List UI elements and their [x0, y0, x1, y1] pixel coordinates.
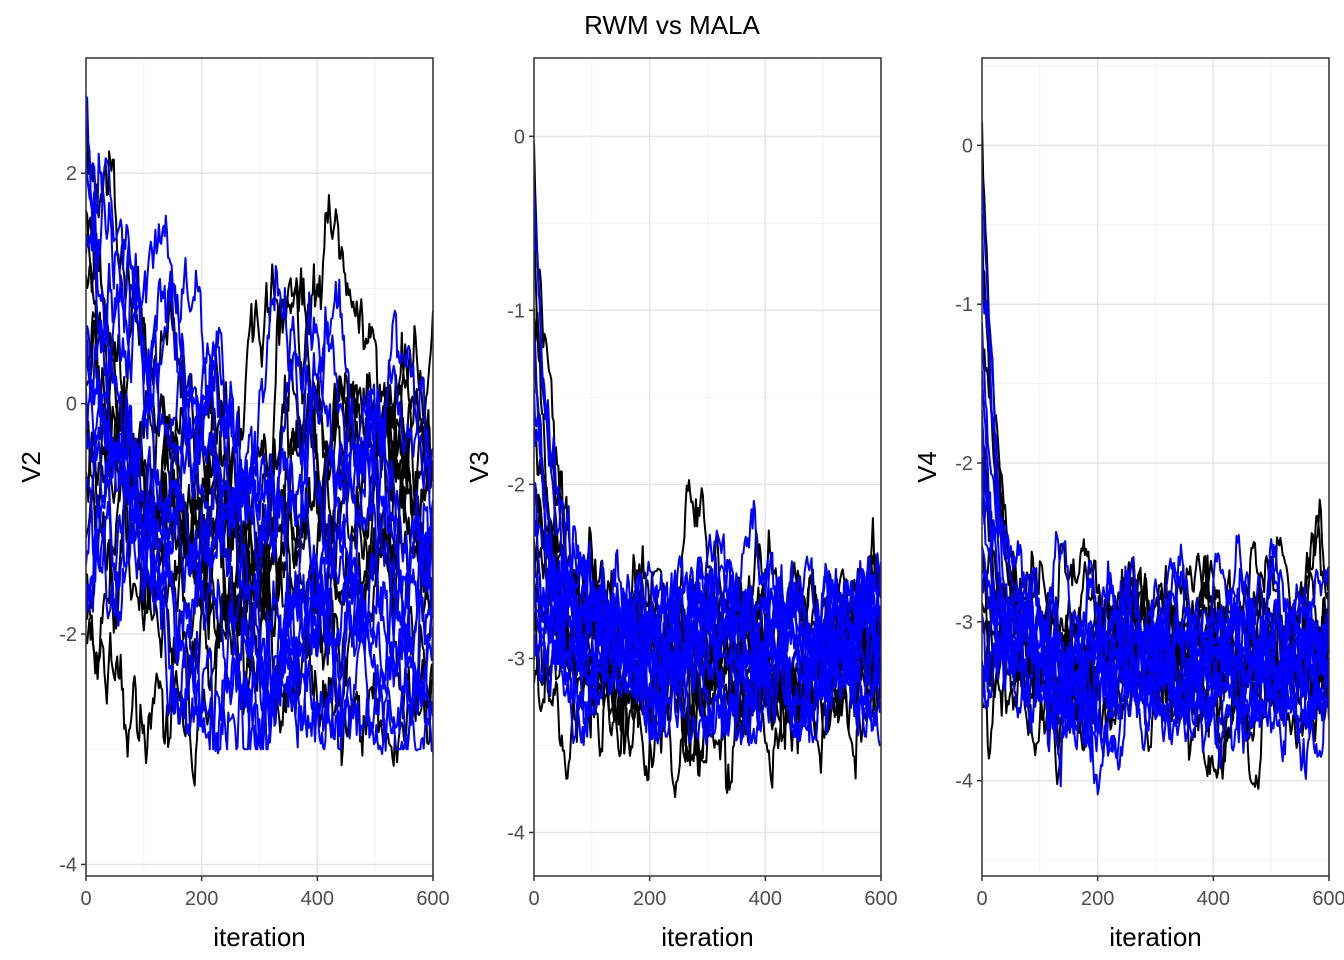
y-axis-title: V4 — [912, 451, 942, 483]
y-tick-label: 2 — [66, 163, 77, 185]
x-tick-label: 200 — [1081, 888, 1114, 910]
panel-border — [533, 57, 882, 877]
mala-chain-trace — [86, 270, 433, 753]
x-axis-title: iteration — [1109, 922, 1202, 952]
mala-chain-trace — [982, 552, 1329, 743]
y-tick-label: -3 — [507, 648, 525, 670]
x-axis-title: iteration — [213, 922, 306, 952]
x-axis-title: iteration — [661, 922, 754, 952]
panel-v2: -4 -2 0 2 0 200 400 600 iteration V2 — [16, 57, 450, 952]
figure-title: RWM vs MALA — [584, 10, 760, 40]
x-tick-label: 200 — [633, 888, 666, 910]
mala-chain-trace — [86, 176, 433, 588]
y-tick-label: -2 — [59, 624, 77, 646]
x-tick-label: 600 — [1312, 888, 1344, 910]
x-tick-label: 600 — [864, 888, 897, 910]
panel-v4: -4 -3 -2 -1 0 0 200 400 600 iteration V4 — [912, 57, 1344, 952]
x-tick-label: 0 — [80, 888, 91, 910]
rwm-chain-trace — [86, 194, 433, 706]
y-tick-label: -1 — [507, 300, 525, 322]
traces — [982, 121, 1329, 796]
y-axis-title: V3 — [464, 451, 494, 483]
y-tick-label: -4 — [507, 822, 525, 844]
mala-chain-trace — [86, 480, 433, 751]
x-tick-label: 400 — [749, 888, 782, 910]
traces — [534, 142, 881, 799]
mala-chain-trace — [86, 265, 433, 725]
y-tick-label: 0 — [514, 126, 525, 148]
rwm-chain-trace — [86, 216, 433, 746]
y-tick-label: -4 — [955, 771, 973, 793]
x-tick-label: 0 — [528, 888, 539, 910]
panel-v3: -4 -3 -2 -1 0 0 200 400 600 iteration V3 — [464, 57, 898, 952]
panel-border — [981, 57, 1330, 877]
y-tick-label: -3 — [955, 612, 973, 634]
y-tick-label: -2 — [955, 453, 973, 475]
y-tick-label: 0 — [962, 135, 973, 157]
x-tick-label: 600 — [416, 888, 449, 910]
mala-chain-trace — [86, 242, 433, 755]
mala-chain-trace — [534, 482, 881, 724]
y-tick-label: 0 — [66, 394, 77, 416]
x-tick-label: 400 — [1197, 888, 1230, 910]
traces — [86, 95, 433, 787]
x-tick-label: 400 — [301, 888, 334, 910]
y-tick-label: -1 — [955, 294, 973, 316]
y-tick-label: -4 — [59, 854, 77, 876]
y-axis-title: V2 — [16, 451, 46, 483]
panel-border — [85, 57, 434, 877]
y-tick-label: -2 — [507, 474, 525, 496]
mala-chain-trace — [982, 543, 1329, 758]
x-tick-label: 0 — [976, 888, 987, 910]
mala-chain-trace — [534, 542, 881, 743]
x-tick-label: 200 — [185, 888, 218, 910]
mala-chain-trace — [86, 313, 433, 657]
